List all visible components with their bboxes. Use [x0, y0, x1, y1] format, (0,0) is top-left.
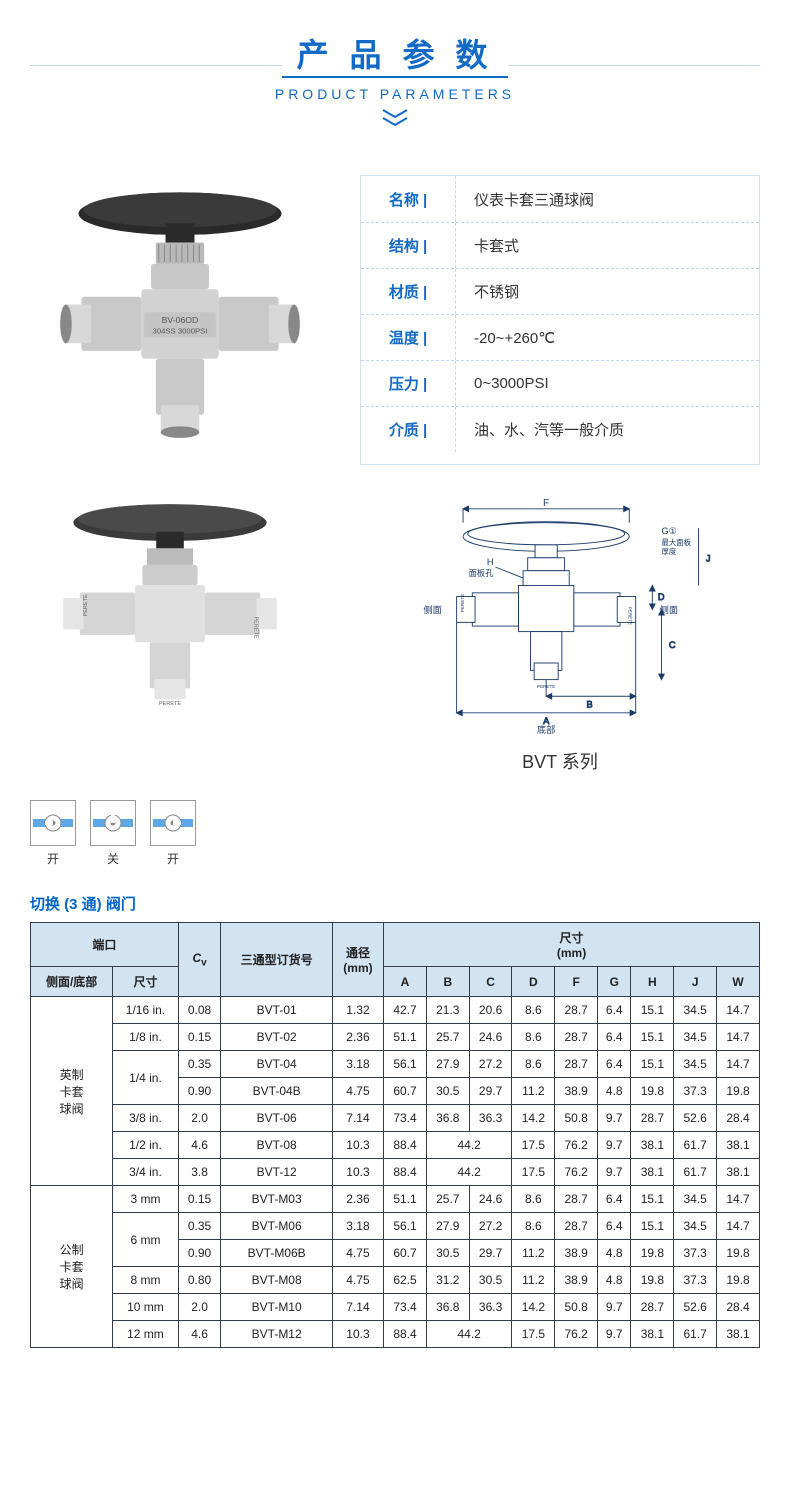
chevron-down-icon [0, 108, 790, 130]
page-title-en: PRODUCT PARAMETERS [0, 86, 790, 102]
spec-table-body: 英制卡套球阀1/16 in.0.08BVT-011.3242.721.320.6… [31, 997, 760, 1348]
th-order: 三通型订货号 [221, 923, 332, 997]
group-name-cell: 英制卡套球阀 [31, 997, 113, 1186]
th-dims: 尺寸(mm) [384, 923, 760, 967]
table-row: 1/2 in.4.6BVT-0810.388.444.217.576.29.73… [31, 1132, 760, 1159]
params-table: 名称 |仪表卡套三通球阀 结构 |卡套式 材质 |不锈钢 温度 |-20~+26… [360, 175, 760, 465]
th-bore: 通径(mm) [332, 923, 383, 997]
table-row: 1/4 in.0.35BVT-043.1856.127.927.28.628.7… [31, 1051, 760, 1078]
params-row: 名称 |仪表卡套三通球阀 [361, 176, 759, 222]
svg-text:G①: G① [662, 526, 677, 536]
svg-text:D: D [658, 592, 665, 602]
series-label: BVT 系列 [360, 748, 760, 774]
table-row: 6 mm0.35BVT-M063.1856.127.927.28.628.76.… [31, 1213, 760, 1240]
svg-text:底部: 底部 [537, 724, 555, 735]
svg-text:PERETE: PERETE [159, 701, 181, 707]
svg-text:J: J [706, 553, 711, 563]
product-render: PERETE PERETE PERETE [30, 495, 330, 774]
svg-text:厚度: 厚度 [662, 547, 677, 556]
svg-text:C: C [669, 640, 676, 650]
svg-text:PERETE: PERETE [627, 607, 632, 625]
param-label: 名称 | [361, 176, 456, 222]
valve-open-right-icon [150, 800, 196, 846]
svg-text:B: B [586, 699, 592, 709]
page-title-cn: 产 品 参 数 [282, 30, 509, 78]
state-label: 开 [30, 850, 76, 867]
spec-table: 端口 Cv 三通型订货号 通径(mm) 尺寸(mm) 侧面/底部 尺寸 A B … [30, 922, 760, 1348]
th-size: 尺寸 [113, 967, 178, 997]
table-row: 3/4 in.3.8BVT-1210.388.444.217.576.29.73… [31, 1159, 760, 1186]
svg-text:H: H [487, 557, 494, 567]
svg-text:PERETE: PERETE [253, 616, 259, 638]
spec-section-title: 切换 (3 通) 阀门 [0, 887, 790, 922]
svg-text:PERETE: PERETE [83, 594, 89, 616]
svg-text:PERETE: PERETE [460, 594, 465, 612]
table-row: 1/8 in.0.15BVT-022.3651.125.724.68.628.7… [31, 1024, 760, 1051]
product-photo: BV-06OD 304SS 3000PSI [30, 175, 330, 465]
table-row: 8 mm0.80BVT-M084.7562.531.230.511.238.94… [31, 1267, 760, 1294]
valve-open-left-icon [30, 800, 76, 846]
svg-text:F: F [543, 498, 549, 509]
th-cv: Cv [178, 923, 221, 997]
dimension-diagram: F PERETE PERETE PERETE [360, 495, 760, 774]
svg-text:侧面: 侧面 [423, 604, 441, 615]
table-row: 公制卡套球阀3 mm0.15BVT-M032.3651.125.724.68.6… [31, 1186, 760, 1213]
svg-text:最大面板: 最大面板 [662, 538, 692, 547]
svg-text:BV-06OD: BV-06OD [162, 315, 199, 325]
table-row: 12 mm4.6BVT-M1210.388.444.217.576.29.738… [31, 1321, 760, 1348]
param-value: 仪表卡套三通球阀 [456, 189, 759, 210]
table-row: 英制卡套球阀1/16 in.0.08BVT-011.3242.721.320.6… [31, 997, 760, 1024]
valve-closed-icon [90, 800, 136, 846]
th-side-bottom: 侧面/底部 [31, 967, 113, 997]
table-row: 3/8 in.2.0BVT-067.1473.436.836.314.250.8… [31, 1105, 760, 1132]
group-name-cell: 公制卡套球阀 [31, 1186, 113, 1348]
svg-text:面板孔: 面板孔 [469, 568, 495, 578]
table-row: 10 mm2.0BVT-M107.1473.436.836.314.250.89… [31, 1294, 760, 1321]
section-header: 产 品 参 数 PRODUCT PARAMETERS [0, 0, 790, 140]
valve-state-row: 开 关 开 [0, 794, 790, 887]
svg-text:304SS 3000PSI: 304SS 3000PSI [153, 327, 208, 336]
th-port: 端口 [31, 923, 179, 967]
